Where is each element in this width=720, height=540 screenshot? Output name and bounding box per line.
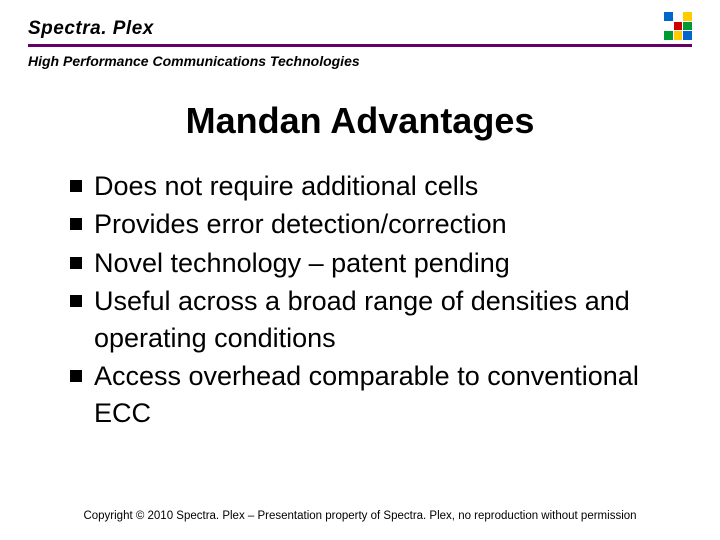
bullet-item: Does not require additional cells: [70, 168, 670, 204]
bullet-item: Access overhead comparable to convention…: [70, 358, 670, 431]
bullet-marker-icon: [70, 218, 82, 230]
brand-tagline: High Performance Communications Technolo…: [28, 53, 692, 69]
bullet-text: Novel technology – patent pending: [94, 245, 670, 281]
bullet-text: Provides error detection/correction: [94, 206, 670, 242]
header-rule: [28, 44, 692, 47]
bullet-marker-icon: [70, 370, 82, 382]
brand-name: Spectra. Plex: [28, 18, 692, 40]
bullet-text: Access overhead comparable to convention…: [94, 358, 670, 431]
bullet-text: Useful across a broad range of densities…: [94, 283, 670, 356]
bullet-list: Does not require additional cellsProvide…: [70, 168, 670, 433]
bullet-marker-icon: [70, 257, 82, 269]
slide-title: Mandan Advantages: [0, 100, 720, 142]
slide: Spectra. Plex High Performance Communica…: [0, 0, 720, 540]
bullet-item: Useful across a broad range of densities…: [70, 283, 670, 356]
bullet-text: Does not require additional cells: [94, 168, 670, 204]
bullet-marker-icon: [70, 180, 82, 192]
footer-copyright: Copyright © 2010 Spectra. Plex – Present…: [0, 510, 720, 522]
bullet-marker-icon: [70, 295, 82, 307]
header: Spectra. Plex High Performance Communica…: [28, 18, 692, 69]
bullet-item: Novel technology – patent pending: [70, 245, 670, 281]
bullet-item: Provides error detection/correction: [70, 206, 670, 242]
